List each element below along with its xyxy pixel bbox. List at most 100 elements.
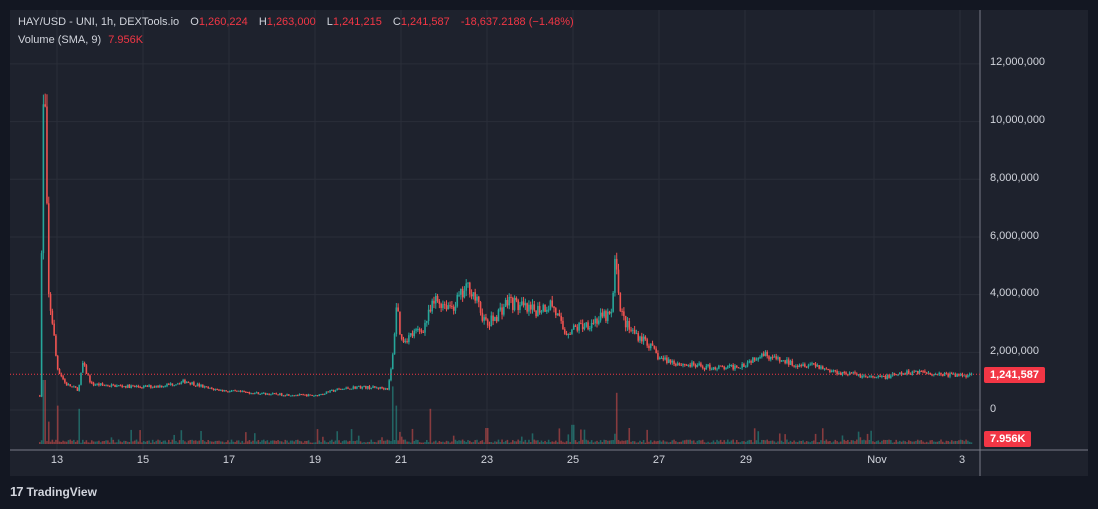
volume-bar [641, 441, 643, 444]
volume-bar [777, 441, 779, 444]
volume-bar [357, 435, 360, 444]
candle-body [146, 385, 149, 387]
volume-bar [297, 439, 299, 444]
candle-body [336, 388, 339, 391]
volume-bar [46, 441, 48, 444]
candle-body [250, 393, 253, 395]
volume-bar [248, 440, 251, 444]
candle-body [286, 394, 288, 396]
volume-bar [334, 440, 337, 444]
candle-body [194, 385, 197, 387]
candle-body [207, 386, 210, 389]
candle-body [47, 203, 50, 295]
y-tick-label: 10,000,000 [990, 114, 1046, 126]
volume-bar [872, 441, 874, 444]
x-tick-label: 17 [222, 454, 236, 466]
candle-body [266, 393, 269, 395]
volume-bar [662, 440, 665, 444]
volume-bar [64, 441, 66, 444]
volume-bar [864, 440, 867, 444]
volume-bar [671, 440, 674, 444]
candle-body [334, 390, 337, 392]
volume-bar [271, 440, 274, 444]
candle-body [795, 365, 797, 367]
volume-bar [836, 441, 838, 444]
volume-bar [168, 439, 170, 444]
candle-body [173, 385, 175, 387]
candle-body [931, 374, 933, 376]
volume-bar [669, 441, 672, 444]
volume-bar [879, 442, 881, 444]
candle-body [811, 363, 813, 365]
candle-body [886, 374, 889, 380]
candle-body [187, 381, 190, 383]
volume-bar [555, 440, 557, 444]
volume-bar [517, 439, 519, 444]
candle-body [463, 290, 466, 298]
candle-body [454, 306, 457, 311]
volume-bar [162, 440, 165, 444]
volume-bar [133, 440, 136, 444]
symbol-label[interactable]: HAY/USD - UNI, 1h, DEXTools.io [18, 16, 180, 28]
volume-bar [925, 441, 928, 444]
volume-bar [761, 439, 763, 444]
volume-bar [587, 440, 589, 444]
candle-body [98, 383, 100, 386]
volume-bar [243, 442, 245, 444]
volume-bar [510, 442, 512, 444]
volume-bar [273, 440, 276, 444]
candle-body [644, 336, 647, 340]
volume-bar [529, 442, 532, 444]
volume-bar [298, 440, 301, 444]
candle-body [606, 311, 609, 321]
volume-bar [476, 439, 478, 444]
volume-bar [318, 440, 321, 444]
volume-bar [716, 439, 718, 444]
candle-body [598, 320, 600, 324]
volume-bar [418, 442, 421, 444]
volume-bar [69, 439, 72, 444]
volume-bar [420, 442, 423, 444]
volume-bar [350, 429, 353, 444]
volume-bar [275, 440, 278, 444]
candle-body [805, 366, 808, 368]
candle-body [424, 322, 426, 333]
volume-bar [359, 441, 362, 444]
candle-body [599, 312, 602, 321]
candle-body [628, 320, 631, 330]
candle-body [132, 385, 134, 387]
candle-body [547, 309, 550, 311]
y-tick-label: 4,000,000 [990, 287, 1039, 299]
candle-body [515, 297, 518, 301]
candle-body [159, 385, 161, 388]
volume-bar [780, 440, 783, 444]
candle-body [770, 356, 772, 360]
volume-bar [89, 442, 91, 444]
candle-body [94, 384, 97, 386]
volume-bar [225, 442, 227, 444]
volume-bar [848, 442, 851, 444]
volume-bar [302, 442, 304, 444]
volume-bar [169, 442, 172, 444]
volume-bar [128, 441, 131, 444]
volume-bar [270, 440, 272, 444]
candle-body [701, 366, 704, 369]
candle-body [185, 381, 188, 384]
volume-bar [556, 442, 559, 444]
candle-body [623, 311, 625, 317]
volume-label[interactable]: Volume (SMA, 9) [18, 34, 102, 46]
volume-bar [608, 440, 611, 444]
volume-bar [336, 431, 339, 444]
candle-body [492, 315, 494, 321]
volume-bar [254, 433, 256, 444]
tradingview-attribution[interactable]: 17 TradingView [10, 484, 97, 499]
volume-bar [913, 441, 915, 444]
volume-bar [544, 440, 546, 444]
volume-bar [408, 441, 410, 444]
volume-bar [372, 441, 374, 444]
volume-bar [352, 440, 355, 444]
volume-bar [166, 442, 168, 444]
price-chart[interactable] [10, 10, 1088, 476]
volume-bar [692, 440, 695, 444]
volume-bar [214, 440, 217, 444]
